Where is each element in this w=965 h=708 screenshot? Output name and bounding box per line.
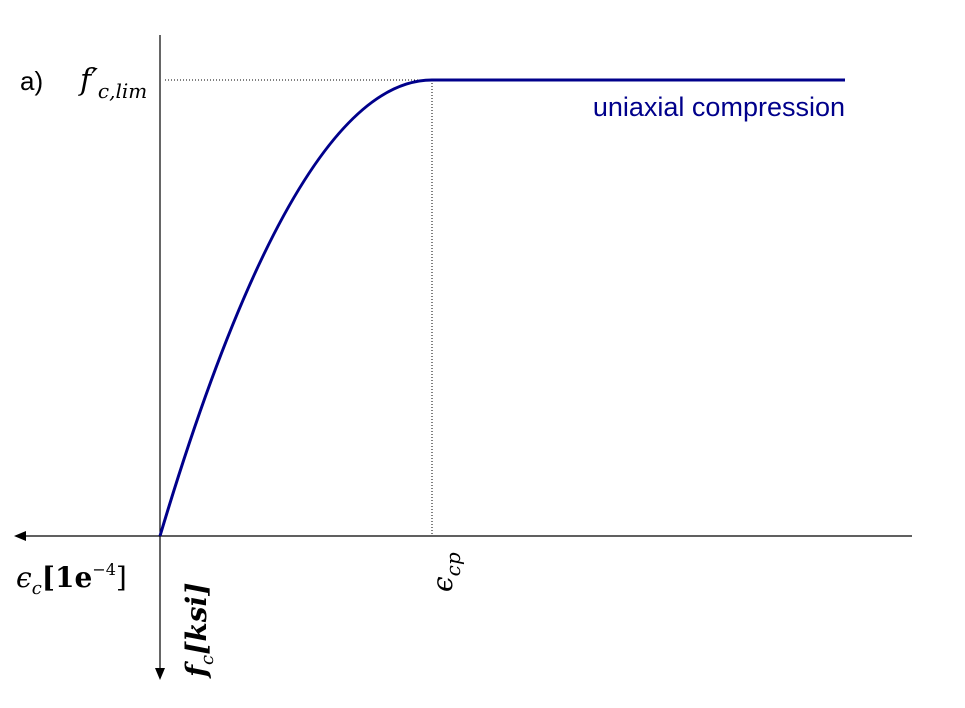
curve-label: uniaxial compression [593,92,845,122]
symbol: f′ [78,63,98,98]
unit-close: ] [116,561,127,594]
stress-strain-curve [158,78,845,537]
unit: [1e [42,561,93,594]
subscript: c,lim [98,79,147,103]
panel-label: a) [20,66,43,96]
x-axis-label: ϵc[1e−4] [16,560,127,599]
peak-stress-label: f′c,lim [78,63,147,103]
symbol: ϵ [16,561,32,594]
unit: [ksi] [180,583,213,655]
subscript: c [197,655,218,665]
symbol: ϵ [426,576,459,592]
subscript: cp [441,552,465,576]
subscript: c [32,578,42,599]
y-axis-label: fc[ksi] [180,583,218,679]
peak-strain-label: ϵcp [426,552,465,592]
exponent: −4 [92,560,116,579]
